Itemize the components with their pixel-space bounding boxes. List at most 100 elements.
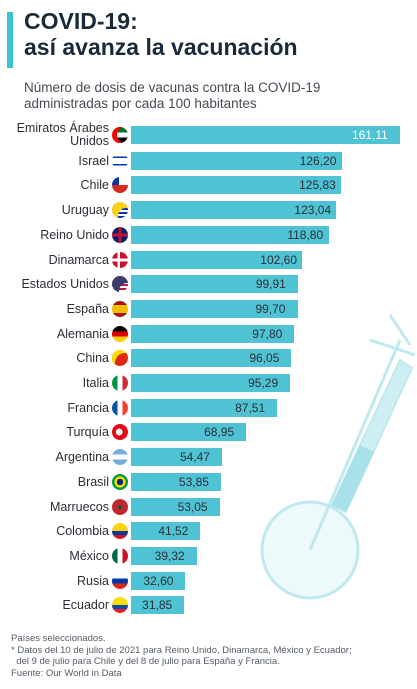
value-label: 123,04 [294, 203, 332, 218]
value-label: 118,80 [287, 227, 324, 242]
bar [131, 250, 303, 269]
bar [131, 448, 222, 467]
bar [131, 472, 221, 491]
chart-row: Turquía 68,95 [0, 420, 417, 445]
category-label: Uruguay [61, 203, 109, 218]
chart-row: Rusia 32,60 [0, 569, 417, 594]
page-title: COVID-19: así avanza la vacunación [24, 8, 298, 60]
chart-row: China 96,05 [0, 346, 417, 371]
subtitle-line-1: Número de dosis de vacunas contra la COV… [24, 80, 321, 95]
value-label: 125,83 [299, 178, 336, 193]
uruguay-flag-icon [112, 202, 128, 219]
category-label: Dinamarca [48, 252, 109, 267]
bar [131, 201, 337, 220]
footer-date-note-1: * Datos del 10 de julio de 2021 para Rei… [11, 644, 352, 656]
bar [131, 324, 295, 343]
bar [131, 497, 220, 516]
bar [131, 571, 186, 590]
chart-row: Brasil 53,85 [0, 470, 417, 495]
germany-flag-icon [112, 325, 128, 342]
bar [131, 546, 197, 565]
bar [131, 423, 247, 442]
subtitle: Número de dosis de vacunas contra la COV… [24, 80, 320, 112]
uae-flag-icon [112, 127, 128, 143]
value-label: 32,60 [143, 573, 174, 588]
category-label: Italia [82, 376, 109, 390]
bar-chart: Emiratos Árabes Unidos 161,11 Israel 126,20… [0, 118, 417, 628]
value-label: 97,80 [252, 326, 283, 341]
value-label: 99,70 [255, 301, 286, 316]
subtitle-line-2: administradas por cada 100 habitantes [24, 96, 257, 111]
category-label: México [69, 548, 109, 563]
category-label: Israel [78, 153, 109, 168]
category-label: Colombia [56, 524, 109, 539]
bar [131, 176, 342, 195]
syringe-illustration [260, 314, 416, 600]
footer-notes: Países seleccionados. * Datos del 10 de … [11, 633, 411, 679]
chart-row: Marruecos 53,05 [0, 495, 417, 520]
title-line-2: así avanza la vacunación [24, 34, 298, 60]
chart-row: Uruguay 123,04 [0, 198, 417, 223]
category-label: Rusia [77, 573, 109, 588]
colombia-flag-icon [112, 523, 128, 540]
category-label: Ecuador [62, 598, 109, 613]
chart-row: México 39,32 [0, 544, 417, 569]
bar [131, 275, 298, 294]
bar [131, 398, 278, 417]
bar [131, 349, 292, 368]
bar [131, 299, 298, 318]
chart-row: Reino Unido 118,80 [0, 223, 417, 248]
category-label: Alemania [56, 326, 109, 341]
category-label: España [66, 301, 109, 316]
value-label: 53,05 [177, 499, 208, 514]
value-label: 95,29 [248, 376, 279, 390]
value-label: 102,60 [260, 252, 297, 267]
bar [131, 596, 185, 615]
category-label: Francia [67, 400, 109, 415]
category-label: China [76, 351, 109, 366]
value-label: 87,51 [235, 400, 266, 415]
value-label: 96,05 [249, 351, 280, 366]
turkey-flag-icon [112, 424, 128, 441]
uk-flag-icon [112, 226, 128, 243]
chart-row: Alemania 97,80 [0, 322, 417, 347]
footer-date-note-2: del 9 de julio para Chile y del 8 de jul… [11, 656, 280, 667]
chart-row: Dinamarca 102,60 [0, 248, 417, 273]
chart-row: Francia 87,51 [0, 396, 417, 421]
ecuador-flag-icon [112, 597, 128, 614]
chart-row: Italia 95,29 [0, 371, 417, 396]
value-label: 54,47 [179, 450, 210, 465]
mexico-flag-icon [112, 547, 128, 564]
bar [131, 374, 291, 392]
value-label: 53,85 [178, 474, 209, 489]
footer-source: Fuente: Our World in Data [11, 667, 122, 679]
argentina-flag-icon [112, 449, 128, 466]
value-label: 161,11 [352, 128, 388, 142]
category-label: Turquía [66, 425, 109, 440]
denmark-flag-icon [112, 251, 128, 268]
morocco-flag-icon [112, 498, 128, 515]
value-label: 31,85 [142, 598, 173, 613]
chart-row: Colombia 41,52 [0, 519, 417, 544]
chart-row: Argentina 54,47 [0, 445, 417, 470]
chart-row: Chile 125,83 [0, 173, 417, 198]
chart-row: Estados Unidos 99,91 [0, 272, 417, 297]
category-label: Marruecos [49, 499, 109, 514]
category-label: Emiratos Árabes Unidos [16, 121, 109, 148]
chart-row: Ecuador 31,85 [0, 593, 417, 618]
chart-row: Emiratos Árabes Unidos 161,11 [0, 120, 417, 150]
category-label: Argentina [55, 450, 109, 465]
china-flag-icon [112, 350, 128, 367]
category-label: Estados Unidos [21, 277, 109, 292]
footer-selected-countries: Países seleccionados. [11, 633, 106, 644]
israel-flag-icon [112, 152, 128, 169]
value-label: 41,52 [158, 524, 189, 539]
brazil-flag-icon [112, 473, 128, 490]
value-label: 99,91 [255, 277, 286, 292]
value-label: 68,95 [204, 425, 235, 440]
bar [131, 225, 330, 244]
italy-flag-icon [112, 375, 128, 391]
value-label: 39,32 [154, 548, 185, 563]
chart-row: España 99,70 [0, 297, 417, 322]
title-accent-bar [7, 12, 13, 68]
